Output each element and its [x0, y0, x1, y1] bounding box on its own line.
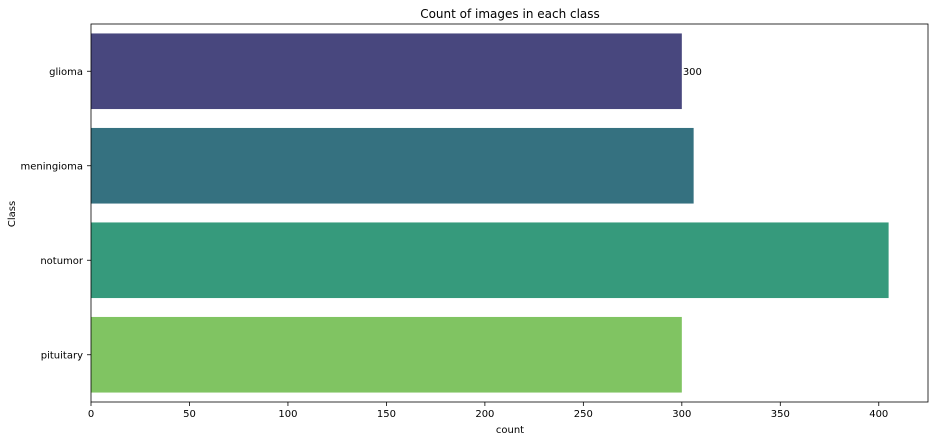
- x-tick-label: 250: [574, 409, 593, 420]
- bar-pituitary: [91, 317, 682, 393]
- bar-meningioma: [91, 128, 694, 204]
- y-tick-label-meningioma: meningioma: [21, 161, 83, 172]
- x-tick-label: 350: [771, 409, 790, 420]
- bars-group: [91, 33, 889, 392]
- x-tick-label: 100: [278, 409, 297, 420]
- chart-title: Count of images in each class: [420, 7, 600, 21]
- y-tick-label-notumor: notumor: [40, 256, 84, 267]
- x-tick-label: 150: [377, 409, 396, 420]
- x-tick-label: 300: [672, 409, 691, 420]
- x-tick-label: 0: [88, 409, 94, 420]
- y-axis-label: Class: [7, 201, 18, 227]
- category-labels: glioma meningioma notumor pituitary: [21, 67, 91, 362]
- x-tick-label: 200: [475, 409, 494, 420]
- bar-glioma: [91, 33, 682, 109]
- y-tick-label-pituitary: pituitary: [41, 350, 83, 361]
- x-axis-label: count: [496, 425, 524, 436]
- data-label-glioma: 300: [683, 67, 702, 78]
- data-labels: 300: [683, 67, 702, 78]
- x-tick-label: 400: [869, 409, 888, 420]
- x-axis-ticks: 0 50 100 150 200 250 300 350 400: [88, 402, 888, 420]
- y-tick-label-glioma: glioma: [49, 67, 83, 78]
- x-tick-label: 50: [183, 409, 196, 420]
- bar-notumor: [91, 222, 889, 298]
